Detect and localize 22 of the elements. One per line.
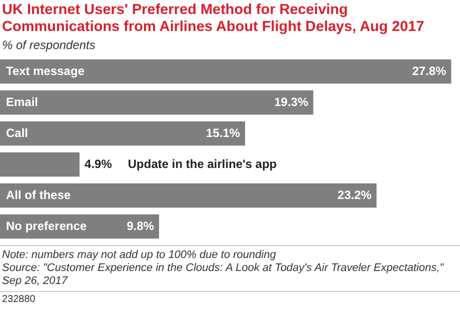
bar bbox=[0, 152, 80, 177]
data-label: 15.1% bbox=[206, 126, 240, 140]
data-label: 27.8% bbox=[412, 64, 447, 78]
y-tick-label: Update in the airline's app bbox=[128, 156, 277, 171]
y-tick-label: Call bbox=[6, 126, 28, 140]
y-tick-label: All of these bbox=[6, 188, 71, 202]
data-label: 4.9% bbox=[84, 156, 112, 171]
data-label: 23.2% bbox=[338, 188, 372, 202]
bar bbox=[0, 121, 246, 146]
bar bbox=[0, 59, 452, 84]
y-tick-label: No preference bbox=[6, 218, 88, 233]
data-label: 19.3% bbox=[274, 94, 309, 109]
y-tick-label: Text message bbox=[6, 64, 85, 78]
y-tick-label: Email bbox=[6, 94, 38, 109]
bar bbox=[0, 183, 377, 208]
chart-subtitle: % of respondents bbox=[1, 37, 96, 52]
text: Note: numbers may not add up to 100% due to rounding bbox=[2, 249, 277, 262]
data-label: 9.8% bbox=[126, 218, 154, 233]
chart-title: UK Internet Users' Preferred Method for Receiving Communications from Airlines About Flight Delays, Aug 2017 bbox=[1, 1, 426, 36]
bar bbox=[0, 90, 314, 115]
text: 232880 bbox=[0, 291, 460, 307]
source-note: Source: "Customer Experience in the Clouds: A Look at Today's Air Traveler Expectations," Sep 26, 2017 bbox=[2, 262, 445, 288]
